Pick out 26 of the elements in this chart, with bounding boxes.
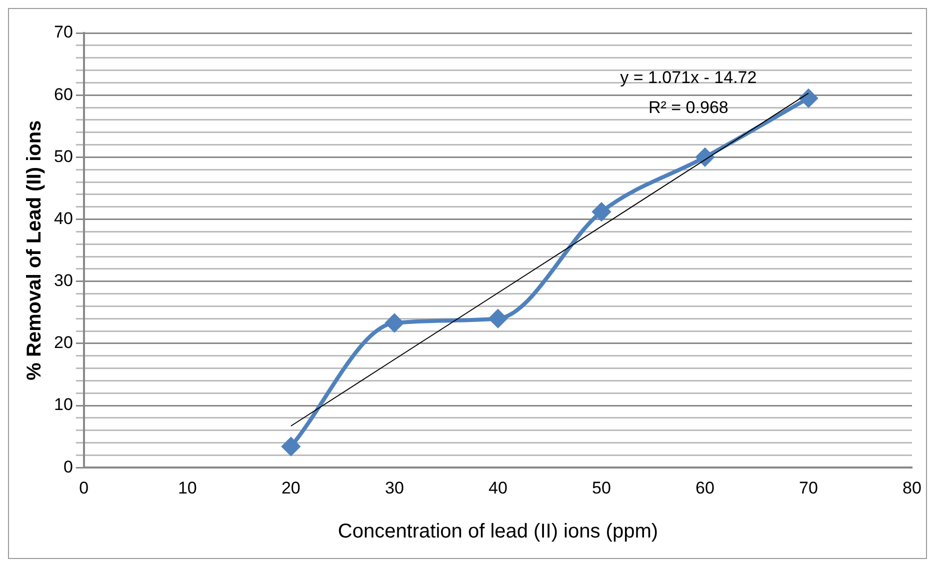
x-axis-title: Concentration of lead (II) ions (ppm) <box>338 520 658 543</box>
y-tick-label: 60 <box>54 84 73 104</box>
x-tick-label: 50 <box>592 478 611 498</box>
point <box>282 437 300 456</box>
annotation: y = 1.071x - 14.72 <box>620 68 757 87</box>
annotation: R² = 0.968 <box>648 98 728 117</box>
y-tick-label: 40 <box>54 208 73 228</box>
y-tick-label: 70 <box>54 22 73 42</box>
x-tick-label: 10 <box>178 478 197 498</box>
x-tick-label: 30 <box>384 478 404 498</box>
x-tick-label: 40 <box>488 478 508 498</box>
y-axis-title: % Removal of Lead (II) ions <box>24 120 46 380</box>
x-tick-label: 20 <box>281 478 300 498</box>
point <box>385 314 404 332</box>
x-tick-label: 70 <box>799 478 818 498</box>
x-tick-label: 60 <box>696 478 714 498</box>
y-tick-label: 10 <box>54 395 73 414</box>
point <box>799 89 818 108</box>
point <box>592 202 610 221</box>
y-tick-label: 0 <box>63 457 73 476</box>
point <box>488 310 507 328</box>
y-tick-label: 30 <box>54 271 73 290</box>
y-tick-label: 20 <box>54 333 73 352</box>
x-tick-label: 0 <box>79 478 89 498</box>
y-tick-label: 50 <box>54 146 73 166</box>
x-tick-label: 80 <box>902 478 922 498</box>
